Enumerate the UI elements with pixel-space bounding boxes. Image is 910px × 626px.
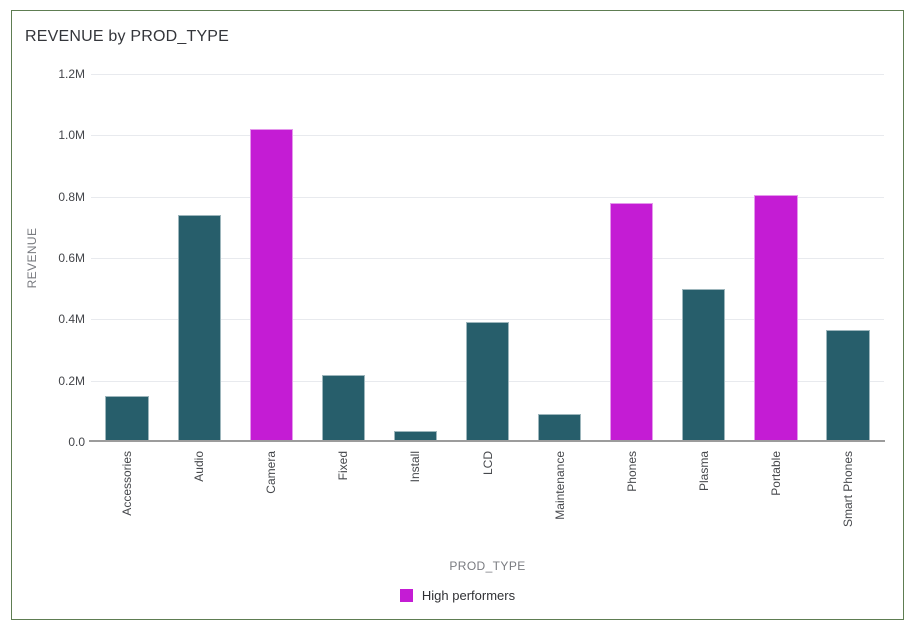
bars-container xyxy=(91,74,884,442)
gridline xyxy=(91,319,884,321)
y-tick-label: 0.6M xyxy=(58,251,85,265)
bar-portable[interactable] xyxy=(754,195,798,442)
y-tick-label: 0.8M xyxy=(58,189,85,204)
x-category-slot-phones: Phones xyxy=(596,451,668,553)
x-category-slot-plasma: Plasma xyxy=(668,451,740,553)
legend-label-high-performers[interactable]: High performers xyxy=(421,588,516,603)
y-tick-label: 0.0 xyxy=(68,435,85,449)
bar-maintenance[interactable] xyxy=(537,414,582,442)
chart-card: REVENUE by PROD_TYPE REVENUE 1.2M 1.0M 0.8… xyxy=(11,10,904,620)
legend: High performers xyxy=(12,588,903,603)
x-category-label-portable: Portable xyxy=(768,451,783,496)
bar-plasma[interactable] xyxy=(682,288,726,442)
bar-install[interactable] xyxy=(393,431,438,442)
gridline xyxy=(91,74,884,75)
x-category-label-phones: Phones xyxy=(624,451,639,492)
x-category-label-audio: Audio xyxy=(192,451,207,482)
y-tick-label: 1.0M xyxy=(58,128,85,143)
plot-area xyxy=(89,74,885,442)
legend-swatch-high-performers[interactable] xyxy=(399,589,413,602)
bar-slot-lcd xyxy=(451,74,523,442)
bar-slot-phones xyxy=(596,74,668,442)
bar-audio[interactable] xyxy=(177,215,221,442)
bar-fixed[interactable] xyxy=(321,374,365,442)
bar-slot-portable xyxy=(740,74,812,442)
bar-smart-phones[interactable] xyxy=(826,330,870,442)
bar-camera[interactable] xyxy=(249,129,293,442)
bar-phones[interactable] xyxy=(610,202,654,442)
x-category-label-maintenance: Maintenance xyxy=(552,451,567,520)
x-category-slot-fixed: Fixed xyxy=(307,451,379,553)
x-category-label-install: Install xyxy=(408,451,423,483)
x-category-slot-smart-phones: Smart Phones xyxy=(812,451,884,553)
x-category-label-fixed: Fixed xyxy=(336,451,351,481)
x-category-slot-maintenance: Maintenance xyxy=(524,451,596,553)
bar-slot-plasma xyxy=(668,74,740,442)
bar-slot-fixed xyxy=(307,74,379,442)
x-category-slot-accessories: Accessories xyxy=(91,451,163,553)
bar-slot-accessories xyxy=(91,74,163,442)
x-category-label-lcd: LCD xyxy=(480,451,495,476)
x-axis-title: PROD_TYPE xyxy=(449,559,526,573)
x-category-slot-install: Install xyxy=(379,451,451,553)
y-tick-label: 0.2M xyxy=(58,373,85,388)
y-axis-tick-labels: 1.2M 1.0M 0.8M 0.6M 0.4M 0.2M 0.0 xyxy=(12,67,85,449)
bar-accessories[interactable] xyxy=(105,396,149,442)
gridline xyxy=(91,196,884,198)
x-category-labels: Accessories Audio Camera Fixed Install LCD Mai… xyxy=(91,451,884,553)
x-category-slot-portable: Portable xyxy=(740,451,812,553)
bar-slot-camera xyxy=(235,74,307,442)
x-category-slot-audio: Audio xyxy=(163,451,235,553)
x-category-slot-camera: Camera xyxy=(235,451,307,553)
bar-slot-smart-phones xyxy=(812,74,884,442)
x-category-label-accessories: Accessories xyxy=(120,451,135,516)
chart-title: REVENUE by PROD_TYPE xyxy=(25,28,230,45)
x-category-label-plasma: Plasma xyxy=(696,451,711,492)
bar-slot-audio xyxy=(163,74,235,442)
x-category-label-smart-phones: Smart Phones xyxy=(840,451,855,528)
y-tick-label: 0.4M xyxy=(58,312,85,327)
x-category-slot-lcd: LCD xyxy=(451,451,523,553)
x-category-label-camera: Camera xyxy=(264,451,279,494)
x-axis-line xyxy=(89,440,885,442)
gridline xyxy=(91,258,884,259)
y-tick-label: 1.2M xyxy=(58,67,85,81)
bar-slot-install xyxy=(379,74,451,442)
gridline xyxy=(91,135,884,137)
bar-lcd[interactable] xyxy=(465,322,510,442)
bar-slot-maintenance xyxy=(524,74,596,442)
